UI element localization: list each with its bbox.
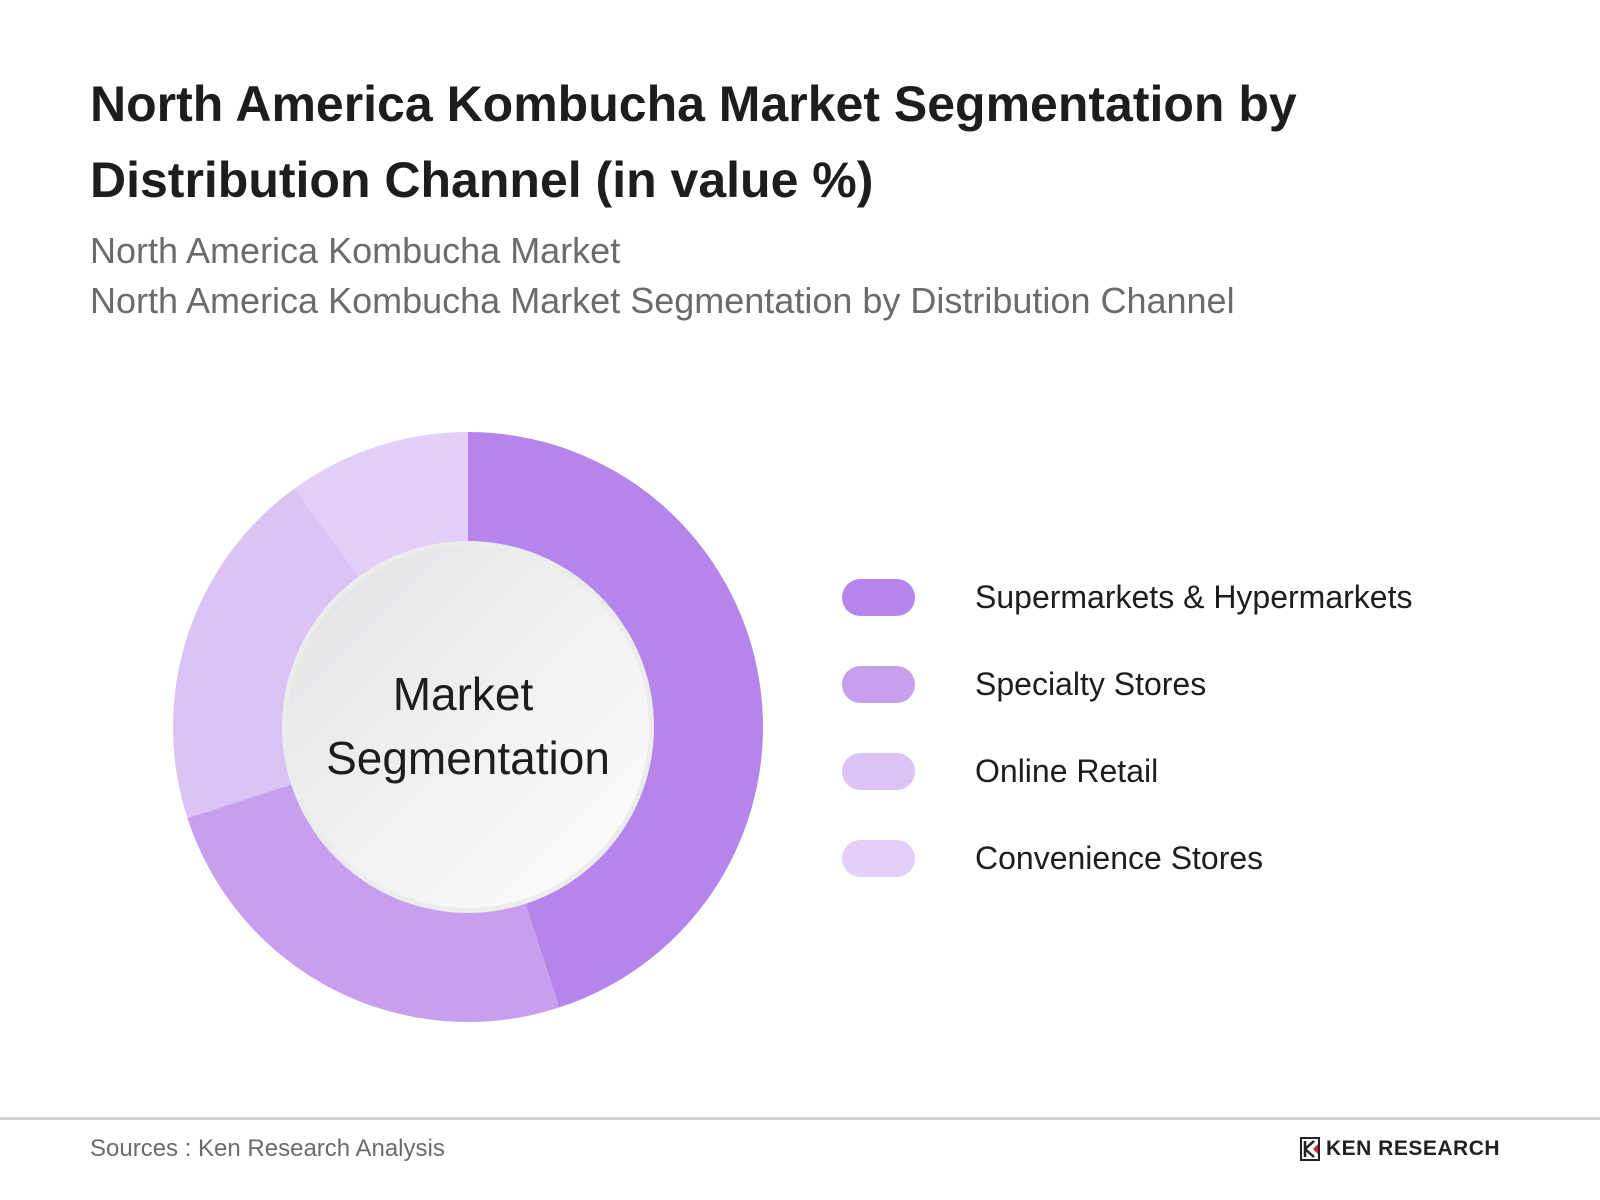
ken-research-logo: KEN RESEARCH [1300, 1137, 1500, 1161]
center-label-line1: Market [393, 668, 534, 720]
chart-subtitle: North America Kombucha Market [90, 230, 621, 271]
logo-text: KEN RESEARCH [1326, 1137, 1501, 1160]
legend-swatch [842, 578, 915, 616]
ken-logo-icon [1300, 1137, 1320, 1161]
legend-item: Online Retail [842, 752, 1412, 790]
center-label-line2: Segmentation [326, 732, 610, 784]
legend-swatch [842, 752, 915, 790]
source-note: Sources : Ken Research Analysis [90, 1135, 445, 1162]
legend: Supermarkets & Hypermarkets Specialty St… [842, 578, 1412, 926]
legend-item: Convenience Stores [842, 839, 1412, 877]
legend-label: Supermarkets & Hypermarkets [975, 578, 1413, 615]
donut-hole [287, 546, 649, 908]
legend-label: Online Retail [975, 752, 1159, 789]
legend-swatch [842, 665, 915, 703]
legend-item: Supermarkets & Hypermarkets [842, 578, 1412, 616]
legend-label: Specialty Stores [975, 665, 1207, 702]
donut-slice-specialty-stores [187, 757, 560, 1022]
legend-label: Convenience Stores [975, 839, 1264, 876]
legend-swatch [842, 839, 915, 877]
chart-subtitle-2: North America Kombucha Market Segmentati… [90, 280, 1235, 321]
chart-title: North America Kombucha Market Segmentati… [90, 76, 1297, 208]
footer-divider [0, 1117, 1600, 1120]
legend-item: Specialty Stores [842, 665, 1412, 703]
